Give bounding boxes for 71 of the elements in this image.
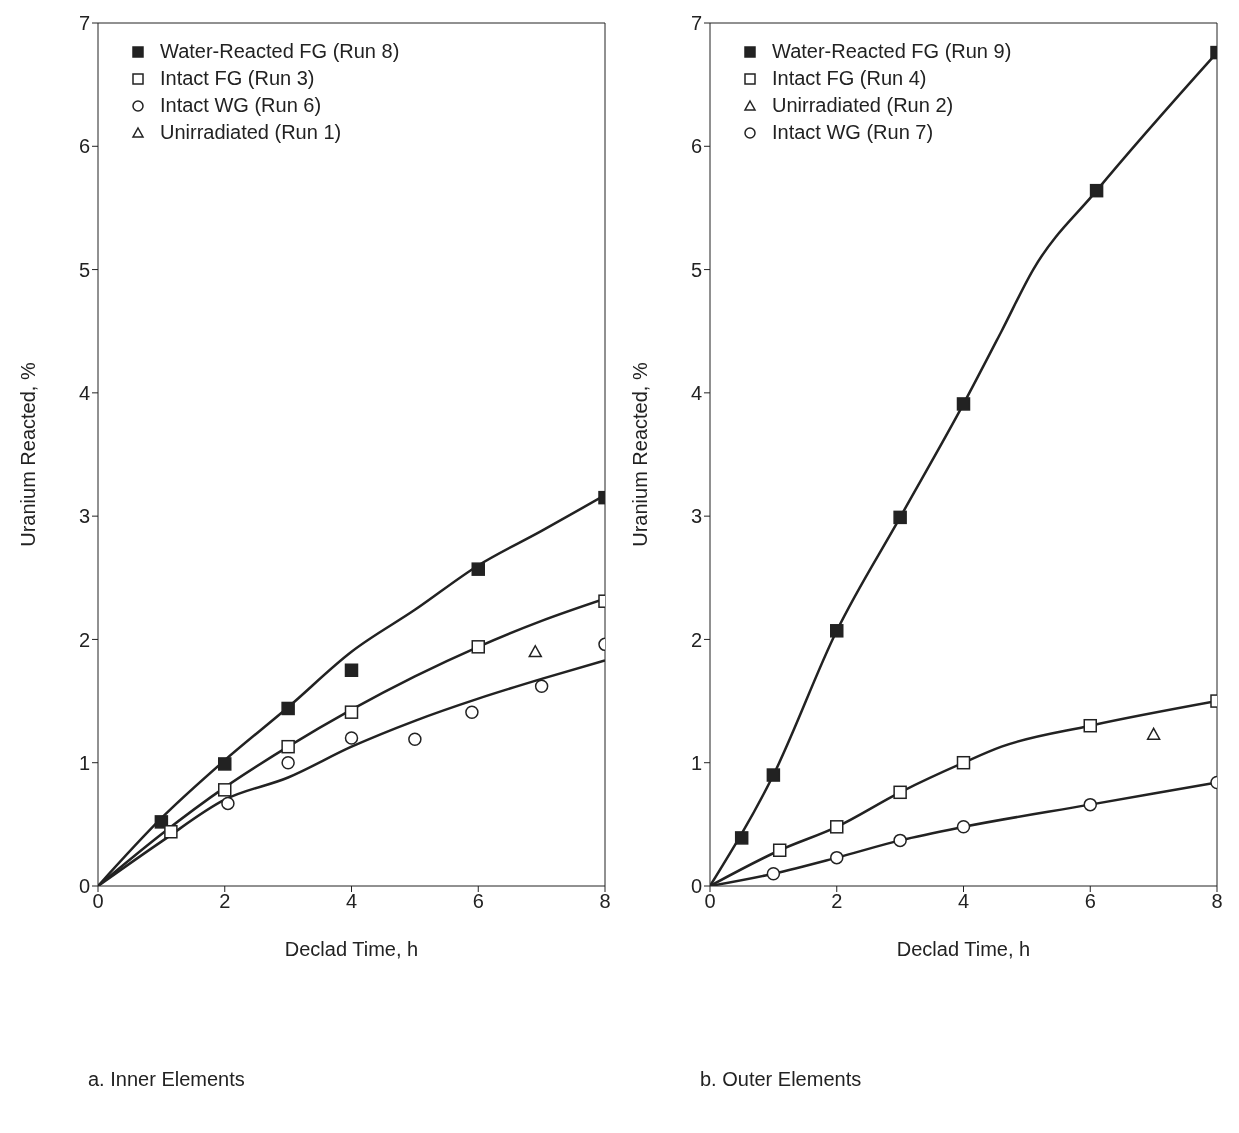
x-axis-title: Declad Time, h: [284, 938, 419, 960]
point: [218, 783, 232, 797]
x-tick-label: 8: [1211, 890, 1223, 913]
point: [956, 820, 971, 834]
y-tick-label: 0: [690, 875, 702, 898]
point: [830, 624, 844, 638]
y-tick-label: 4: [690, 381, 702, 404]
y-tick-label: 2: [690, 628, 702, 651]
x-tick-label: 6: [472, 890, 484, 913]
point: [1083, 718, 1097, 733]
point: [281, 701, 295, 716]
point: [281, 739, 295, 754]
point: [344, 663, 359, 677]
point: [471, 640, 485, 654]
text: b. Outer Elements: [699, 1068, 863, 1091]
legend-label: Intact FG (Run 3): [160, 67, 315, 90]
point: [344, 731, 359, 745]
point: [772, 843, 787, 857]
point: [221, 796, 235, 811]
y-tick-label: 6: [78, 135, 90, 158]
point: [766, 768, 781, 782]
x-tick-label: 4: [957, 890, 970, 913]
legend-label: Intact WG (Run 6): [160, 94, 322, 117]
y-tick-label: 7: [690, 12, 702, 35]
legend-label: Intact WG (Run 7): [772, 121, 934, 144]
point: [893, 510, 907, 525]
x-tick-label: 4: [345, 890, 358, 913]
point: [893, 833, 907, 848]
x-tick-label: 0: [92, 890, 104, 913]
y-tick-label: 3: [690, 505, 702, 528]
y-tick-label: 3: [78, 505, 90, 528]
y-tick-label: 6: [690, 135, 702, 158]
y-tick-label: 5: [78, 258, 90, 281]
x-tick-label: 6: [1084, 890, 1096, 913]
point: [528, 645, 543, 658]
y-tick-label: 0: [78, 875, 90, 898]
point: [893, 785, 907, 800]
legend-label: Intact FG (Run 4): [772, 67, 927, 90]
y-tick-label: 4: [78, 381, 90, 404]
x-tick-label: 8: [599, 890, 611, 913]
point: [154, 815, 169, 829]
y-tick-label: 1: [690, 751, 702, 774]
legend-label: Unirradiated (Run 2): [772, 94, 954, 117]
point: [734, 831, 749, 845]
legend-label: Water-Reacted FG (Run 8): [160, 40, 400, 63]
y-tick-label: 1: [78, 751, 90, 774]
point: [1089, 183, 1104, 198]
legend-label: Unirradiated (Run 1): [160, 121, 342, 144]
y-tick-label: 7: [78, 12, 90, 35]
point: [956, 755, 971, 770]
point: [1146, 727, 1161, 740]
y-tick-label: 2: [78, 628, 90, 651]
point: [218, 757, 232, 771]
point: [830, 850, 844, 865]
point: [956, 397, 971, 411]
y-axis-title: Uranium Reacted, %: [629, 362, 652, 547]
x-axis-title: Declad Time, h: [896, 938, 1031, 960]
y-axis-title: Uranium Reacted, %: [17, 362, 40, 547]
point: [164, 825, 178, 839]
point: [471, 562, 485, 576]
point: [344, 705, 359, 719]
x-tick-label: 0: [704, 890, 716, 913]
x-tick-label: 2: [219, 890, 231, 913]
point: [766, 866, 781, 881]
x-tick-label: 2: [831, 890, 843, 913]
point: [830, 820, 844, 834]
legend-label: Water-Reacted FG (Run 9): [772, 40, 1012, 63]
point: [1083, 797, 1097, 812]
y-tick-label: 5: [690, 258, 702, 281]
text: a. Inner Elements: [87, 1068, 246, 1091]
point: [465, 705, 479, 719]
